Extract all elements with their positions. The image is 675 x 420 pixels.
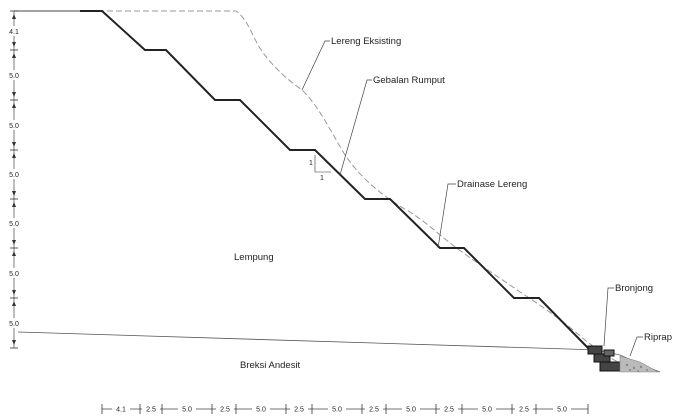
vertical-dimension-chain: 4.1 5.0 5.0 5.0 5.0 5.0 5.0: [6, 10, 22, 349]
vdim-5: 5.0: [9, 221, 19, 228]
hdim-1: 4.1: [116, 407, 126, 414]
vdim-4: 5.0: [9, 172, 19, 179]
leader-drainase-lereng: [437, 183, 456, 249]
leader-gebalan-rumput: [339, 79, 372, 176]
hdim-6: 2.5: [294, 407, 304, 414]
vdim-7: 5.0: [9, 321, 19, 328]
vdim-2: 5.0: [9, 73, 19, 80]
slope-ratio-vertical: 1: [309, 160, 313, 167]
breksi-andesit-boundary: [17, 331, 601, 351]
riprap-fill: [619, 355, 660, 373]
hdim-10: 2.5: [444, 407, 454, 414]
bronjong-gabion: [587, 345, 621, 372]
hdim-4: 2.5: [220, 407, 230, 414]
label-lempung: Lempung: [234, 252, 274, 263]
hdim-5: 5.0: [256, 407, 266, 414]
leader-bronjong: [603, 287, 614, 347]
hdim-12: 2.5: [519, 407, 529, 414]
label-riprap: Riprap: [644, 332, 672, 343]
horizontal-dimension-chain: 4.1 2.5 5.0 2.5 5.0 2.5 5.0 2.5 5.0 2.5 …: [101, 403, 589, 414]
hdim-3: 5.0: [182, 407, 192, 414]
existing-slope-line: [80, 10, 641, 373]
leader-riprap: [629, 336, 643, 357]
label-breksi-andesit: Breksi Andesit: [240, 360, 301, 371]
hdim-13: 5.0: [557, 407, 567, 414]
label-drainase-lereng: Drainase Lereng: [457, 179, 527, 190]
hdim-9: 5.0: [406, 407, 416, 414]
hdim-7: 5.0: [332, 407, 342, 414]
slope-ratio-triangle: 1 1: [309, 155, 331, 182]
label-lereng-eksisting: Lereng Eksisting: [331, 36, 401, 47]
hdim-2: 2.5: [146, 407, 156, 414]
hdim-8: 2.5: [369, 407, 379, 414]
leader-lereng-eksisting: [301, 40, 330, 91]
riprap-stones: [625, 363, 648, 372]
slope-ratio-horizontal: 1: [320, 175, 324, 182]
hdim-11: 5.0: [482, 407, 492, 414]
label-bronjong: Bronjong: [615, 283, 653, 294]
label-gebalan-rumput: Gebalan Rumput: [373, 75, 445, 86]
vdim-3: 5.0: [9, 123, 19, 130]
terraced-slope-profile: [80, 10, 589, 349]
vdim-6: 5.0: [9, 271, 19, 278]
vdim-1: 4.1: [9, 29, 19, 36]
leader-lines: [301, 40, 643, 357]
